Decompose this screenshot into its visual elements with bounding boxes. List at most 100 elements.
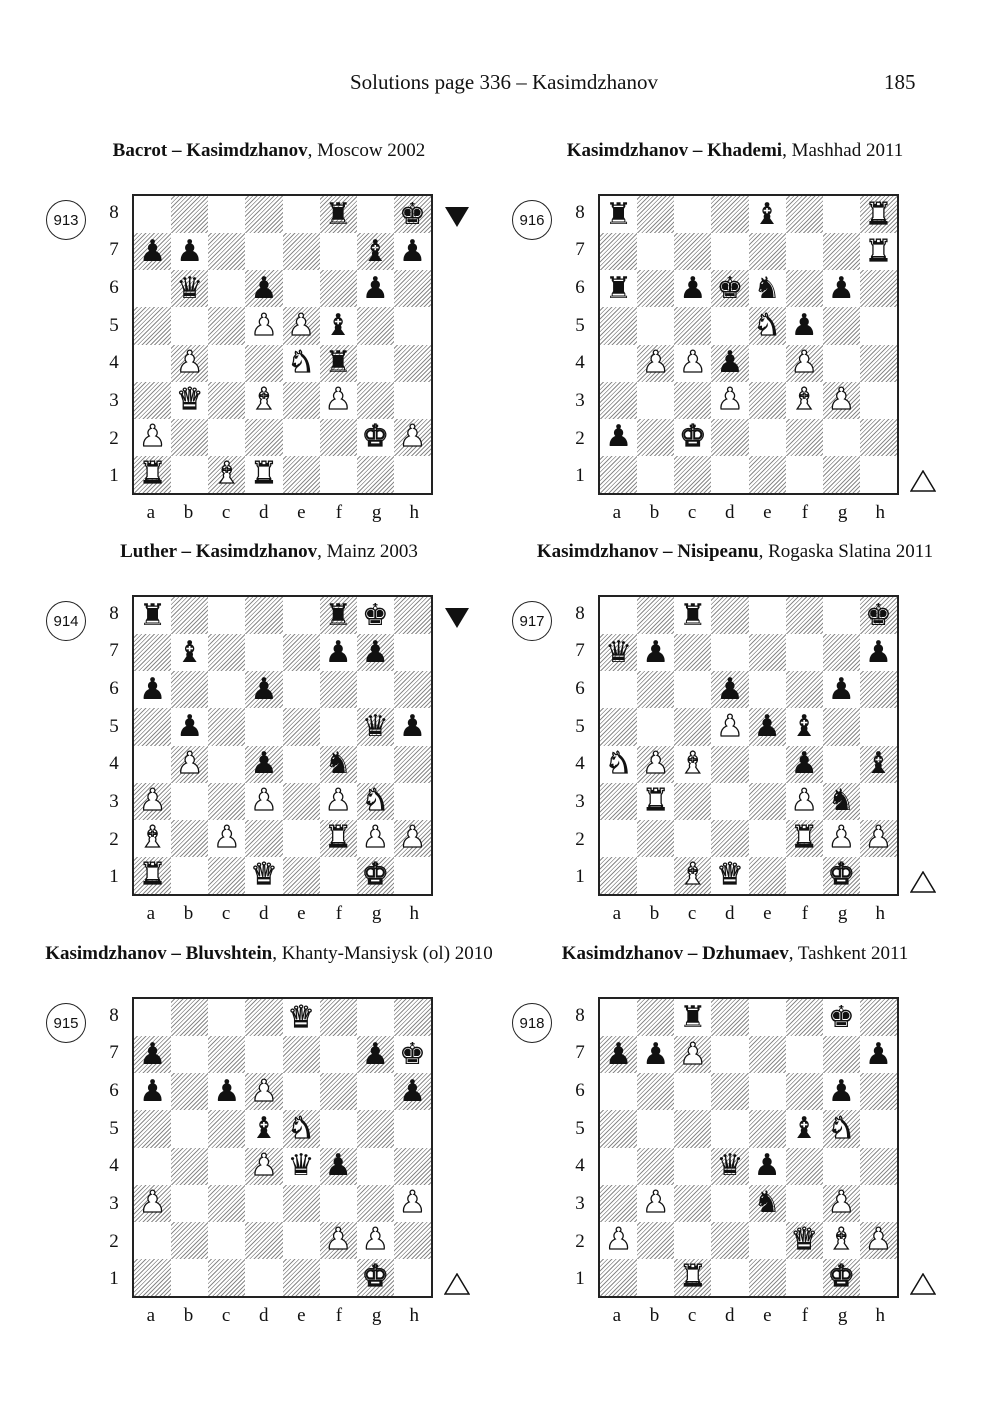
square-a8: [600, 999, 637, 1036]
black-bishop-icon: ♝: [790, 708, 818, 744]
square-c2: ♚: [674, 419, 711, 456]
square-e8: ♝: [749, 196, 786, 233]
white-pawn-icon: ♟: [138, 783, 167, 819]
file-label: f: [801, 502, 809, 523]
square-b3: [171, 783, 208, 820]
rank-label: 8: [575, 602, 585, 624]
black-knight-icon: ♞: [324, 746, 352, 782]
square-b8: [171, 196, 209, 234]
file-label: b: [649, 903, 660, 924]
square-g1: [822, 455, 860, 493]
diagram-number: 916: [512, 200, 552, 240]
white-pawn-icon: ♟: [176, 345, 204, 381]
square-a1: ♜: [134, 856, 172, 894]
square-h1: [394, 456, 431, 493]
square-c1: [674, 455, 712, 493]
black-bishop-icon: ♝: [753, 196, 781, 232]
square-f8: [785, 196, 823, 234]
square-h2: [859, 418, 897, 456]
square-h6: [859, 671, 897, 709]
square-b3: [637, 382, 674, 419]
square-c2: [674, 820, 711, 857]
rank-label: 3: [575, 389, 585, 411]
square-e8: [749, 597, 786, 634]
rank-label: 2: [109, 1230, 119, 1252]
file-labels: a b c d e f g h: [598, 903, 899, 927]
file-label: g: [371, 502, 382, 523]
rank-label: 5: [109, 1117, 119, 1139]
square-b1: [171, 456, 208, 493]
square-c1: ♜: [674, 1258, 712, 1296]
square-f8: [785, 999, 823, 1037]
square-d5: [245, 708, 282, 745]
white-king-icon: ♚: [361, 857, 389, 893]
square-e2: [283, 820, 320, 857]
file-label: e: [297, 1305, 306, 1326]
black-pawn-icon: ♟: [679, 270, 707, 306]
rank-label: 1: [575, 465, 585, 487]
white-knight-icon: ♞: [827, 1110, 855, 1146]
square-c4: ♝: [674, 746, 711, 783]
black-pawn-icon: ♟: [139, 1036, 167, 1072]
black-knight-icon: ♞: [753, 270, 781, 306]
square-f1: [320, 857, 357, 894]
square-e7: [282, 634, 320, 672]
black-pawn-icon: ♟: [790, 746, 818, 782]
square-a5: [134, 1110, 172, 1148]
black-pawn-icon: ♟: [827, 671, 855, 707]
square-d6: [711, 1073, 749, 1111]
file-label: d: [724, 903, 735, 924]
black-to-move-icon: [445, 207, 469, 227]
rank-label: 3: [575, 790, 585, 812]
chess-diagram: Kasimdzhanov – Dzhumaev, Tashkent 2011 9…: [500, 943, 970, 1343]
rank-labels: 8 7 6 5 4 3 2 1: [104, 997, 124, 1298]
square-f1: [786, 1259, 823, 1296]
white-bishop-icon: ♝: [138, 820, 167, 856]
black-pawn-icon: ♟: [398, 1073, 426, 1109]
rank-labels: 8 7 6 5 4 3 2 1: [104, 595, 124, 896]
rank-label: 6: [109, 678, 119, 700]
file-label: a: [146, 1305, 156, 1326]
square-h4: ♝: [859, 745, 897, 783]
white-pawn-icon: ♟: [679, 345, 707, 381]
black-pawn-icon: ♟: [605, 419, 633, 455]
rank-label: 6: [575, 277, 585, 299]
rank-labels: 8 7 6 5 4 3 2 1: [570, 997, 590, 1298]
white-rook-icon: ♜: [679, 1259, 707, 1295]
file-label: f: [335, 1305, 343, 1326]
white-pawn-icon: ♟: [716, 382, 744, 418]
rank-label: 7: [109, 640, 119, 662]
players: Bacrot – Kasimdzhanov: [112, 140, 308, 161]
white-pawn-icon: ♟: [138, 1185, 167, 1221]
square-h6: [859, 270, 897, 308]
square-e6: ♞: [749, 270, 786, 307]
square-a5: [134, 708, 172, 746]
white-pawn-icon: ♟: [287, 307, 315, 343]
square-f7: [786, 1036, 823, 1073]
square-g1: [356, 455, 394, 493]
white-pawn-icon: ♟: [138, 419, 167, 455]
file-label: c: [687, 502, 697, 523]
square-f5: ♝: [320, 307, 357, 344]
square-f2: [785, 418, 823, 456]
square-h4: [393, 1147, 431, 1185]
square-a6: ♟: [134, 671, 171, 708]
rank-label: 6: [109, 277, 119, 299]
square-g5: [822, 307, 860, 345]
square-h8: [393, 597, 431, 635]
black-pawn-icon: ♟: [753, 708, 781, 744]
square-b7: ♝: [171, 634, 208, 671]
black-rook-icon: ♜: [324, 345, 352, 381]
file-label: c: [687, 1305, 697, 1326]
square-e5: [748, 1110, 786, 1148]
square-d1: ♛: [711, 857, 748, 894]
square-d4: ♛: [711, 1147, 749, 1185]
square-e5: ♞: [282, 1110, 320, 1148]
square-f1: [320, 456, 357, 493]
square-f6: [785, 671, 823, 709]
rank-label: 2: [575, 427, 585, 449]
square-g8: [357, 999, 394, 1036]
square-d6: ♟: [711, 671, 749, 709]
square-g4: [823, 746, 860, 783]
white-pawn-icon: ♟: [790, 783, 818, 819]
